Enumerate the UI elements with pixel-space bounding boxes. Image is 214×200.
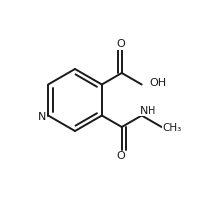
Text: O: O — [116, 39, 125, 49]
Text: N: N — [38, 112, 47, 122]
Text: N: N — [140, 106, 148, 116]
Text: CH₃: CH₃ — [163, 123, 182, 133]
Text: H: H — [148, 106, 155, 116]
Text: OH: OH — [149, 78, 166, 88]
Text: O: O — [116, 151, 125, 161]
